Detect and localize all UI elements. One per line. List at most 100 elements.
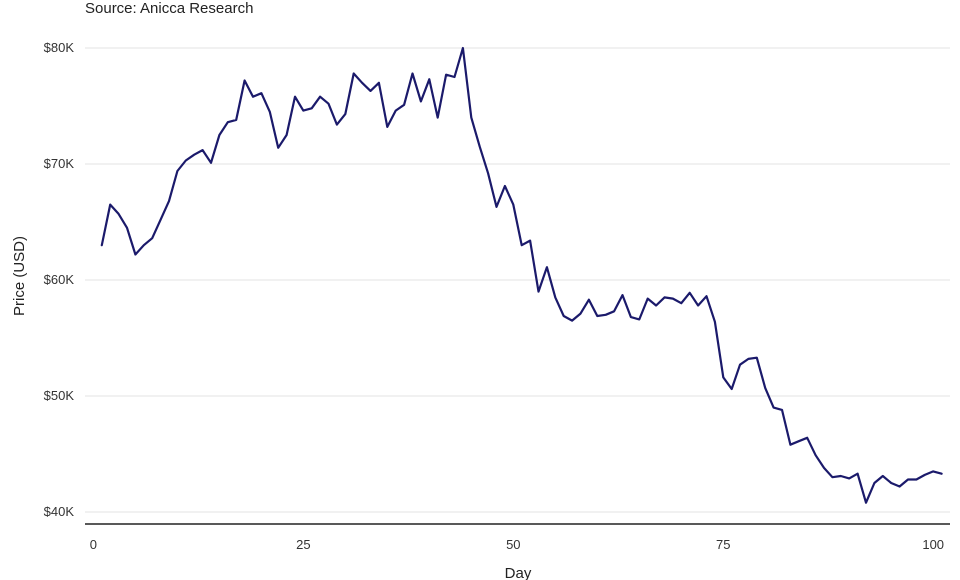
data-point xyxy=(932,470,934,472)
data-point xyxy=(159,219,161,221)
data-point xyxy=(848,477,850,479)
data-point xyxy=(470,116,472,118)
data-point xyxy=(579,312,581,314)
chart-subtitle: Source: Anicca Research xyxy=(85,0,254,17)
data-point xyxy=(395,109,397,111)
data-point xyxy=(109,203,111,205)
y-tick-label: $50K xyxy=(44,388,75,403)
data-point xyxy=(647,297,649,299)
data-point xyxy=(462,47,464,49)
data-point xyxy=(126,227,128,229)
data-point xyxy=(151,237,153,239)
data-point xyxy=(537,290,539,292)
data-point xyxy=(495,206,497,208)
data-point xyxy=(806,437,808,439)
data-point xyxy=(453,76,455,78)
data-point xyxy=(420,100,422,102)
data-point xyxy=(731,388,733,390)
data-point xyxy=(529,239,531,241)
data-point xyxy=(512,203,514,205)
data-point xyxy=(739,364,741,366)
data-point xyxy=(940,473,942,475)
data-point xyxy=(772,406,774,408)
data-point xyxy=(168,200,170,202)
data-point xyxy=(789,444,791,446)
data-point xyxy=(563,315,565,317)
data-point xyxy=(798,440,800,442)
data-point xyxy=(907,478,909,480)
data-point xyxy=(285,134,287,136)
data-point xyxy=(898,485,900,487)
y-tick-label: $70K xyxy=(44,156,75,171)
y-axis-title: Price (USD) xyxy=(11,236,28,316)
data-point xyxy=(243,79,245,81)
data-point xyxy=(638,318,640,320)
x-tick-label: 0 xyxy=(90,537,97,552)
data-point xyxy=(655,304,657,306)
data-point xyxy=(269,111,271,113)
data-point xyxy=(840,475,842,477)
data-point xyxy=(218,134,220,136)
data-point xyxy=(319,96,321,98)
data-point xyxy=(747,358,749,360)
x-tick-label: 75 xyxy=(716,537,730,552)
data-point xyxy=(781,409,783,411)
data-point xyxy=(764,387,766,389)
data-point xyxy=(294,96,296,98)
data-point xyxy=(831,476,833,478)
data-point xyxy=(411,72,413,74)
data-point xyxy=(210,162,212,164)
data-point xyxy=(117,213,119,215)
data-point xyxy=(260,92,262,94)
data-point xyxy=(336,123,338,125)
data-point xyxy=(479,145,481,147)
data-point xyxy=(546,266,548,268)
data-point xyxy=(176,170,178,172)
data-point xyxy=(143,244,145,246)
data-point xyxy=(663,296,665,298)
data-point xyxy=(630,316,632,318)
data-point xyxy=(705,295,707,297)
data-point xyxy=(865,502,867,504)
data-point xyxy=(311,107,313,109)
data-point xyxy=(756,357,758,359)
data-point xyxy=(689,292,691,294)
x-tick-label: 100 xyxy=(922,537,944,552)
data-point xyxy=(134,253,136,255)
data-point xyxy=(445,74,447,76)
data-point xyxy=(554,296,556,298)
data-point xyxy=(327,103,329,105)
data-point xyxy=(504,185,506,187)
data-point xyxy=(302,109,304,111)
data-point xyxy=(823,467,825,469)
data-point xyxy=(428,78,430,80)
data-point xyxy=(856,473,858,475)
data-point xyxy=(722,376,724,378)
data-point xyxy=(915,478,917,480)
data-point xyxy=(571,319,573,321)
data-point xyxy=(378,82,380,84)
x-tick-label: 50 xyxy=(506,537,520,552)
data-point xyxy=(386,126,388,128)
data-point xyxy=(596,315,598,317)
data-point xyxy=(235,119,237,121)
data-point xyxy=(882,475,884,477)
data-point xyxy=(890,482,892,484)
data-point xyxy=(697,304,699,306)
data-point xyxy=(369,90,371,92)
data-point xyxy=(227,121,229,123)
data-point xyxy=(277,147,279,149)
y-tick-label: $80K xyxy=(44,40,75,55)
data-point xyxy=(605,314,607,316)
data-point xyxy=(588,299,590,301)
data-point xyxy=(353,72,355,74)
data-point xyxy=(201,149,203,151)
data-point xyxy=(101,244,103,246)
x-tick-label: 25 xyxy=(296,537,310,552)
data-point xyxy=(193,154,195,156)
data-point xyxy=(185,159,187,161)
data-point xyxy=(873,482,875,484)
price-series-line xyxy=(100,46,943,504)
y-tick-label: $40K xyxy=(44,504,75,519)
